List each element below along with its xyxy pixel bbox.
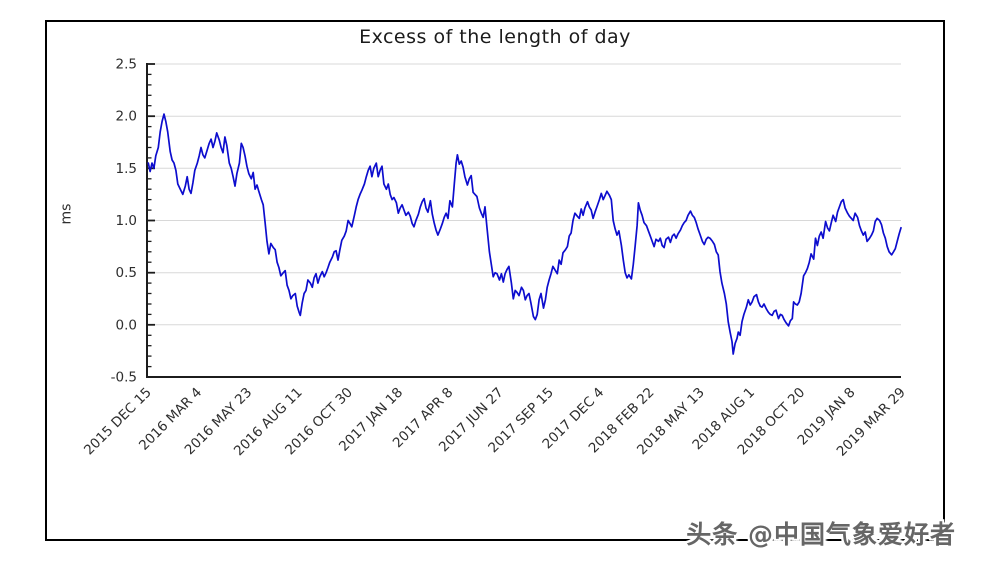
svg-text:2.5: 2.5 [116,57,137,73]
svg-text:1.5: 1.5 [116,161,137,177]
svg-text:0.5: 0.5 [116,265,137,281]
svg-text:0.0: 0.0 [116,317,137,333]
svg-text:2.0: 2.0 [116,109,137,125]
y-tick-labels: 2.5 2.0 1.5 1.0 0.5 0.0 -0.5 [111,57,137,386]
chart-frame [45,20,945,541]
chart-title: Excess of the length of day [359,26,631,48]
svg-text:1.0: 1.0 [116,213,137,229]
y-axis-ticks [147,63,155,378]
axes [146,63,901,378]
gridlines [148,63,901,326]
watermark-text: 头条 @中国气象爱好者 [686,520,956,549]
series-line [147,113,902,355]
svg-text:-0.5: -0.5 [111,370,137,386]
